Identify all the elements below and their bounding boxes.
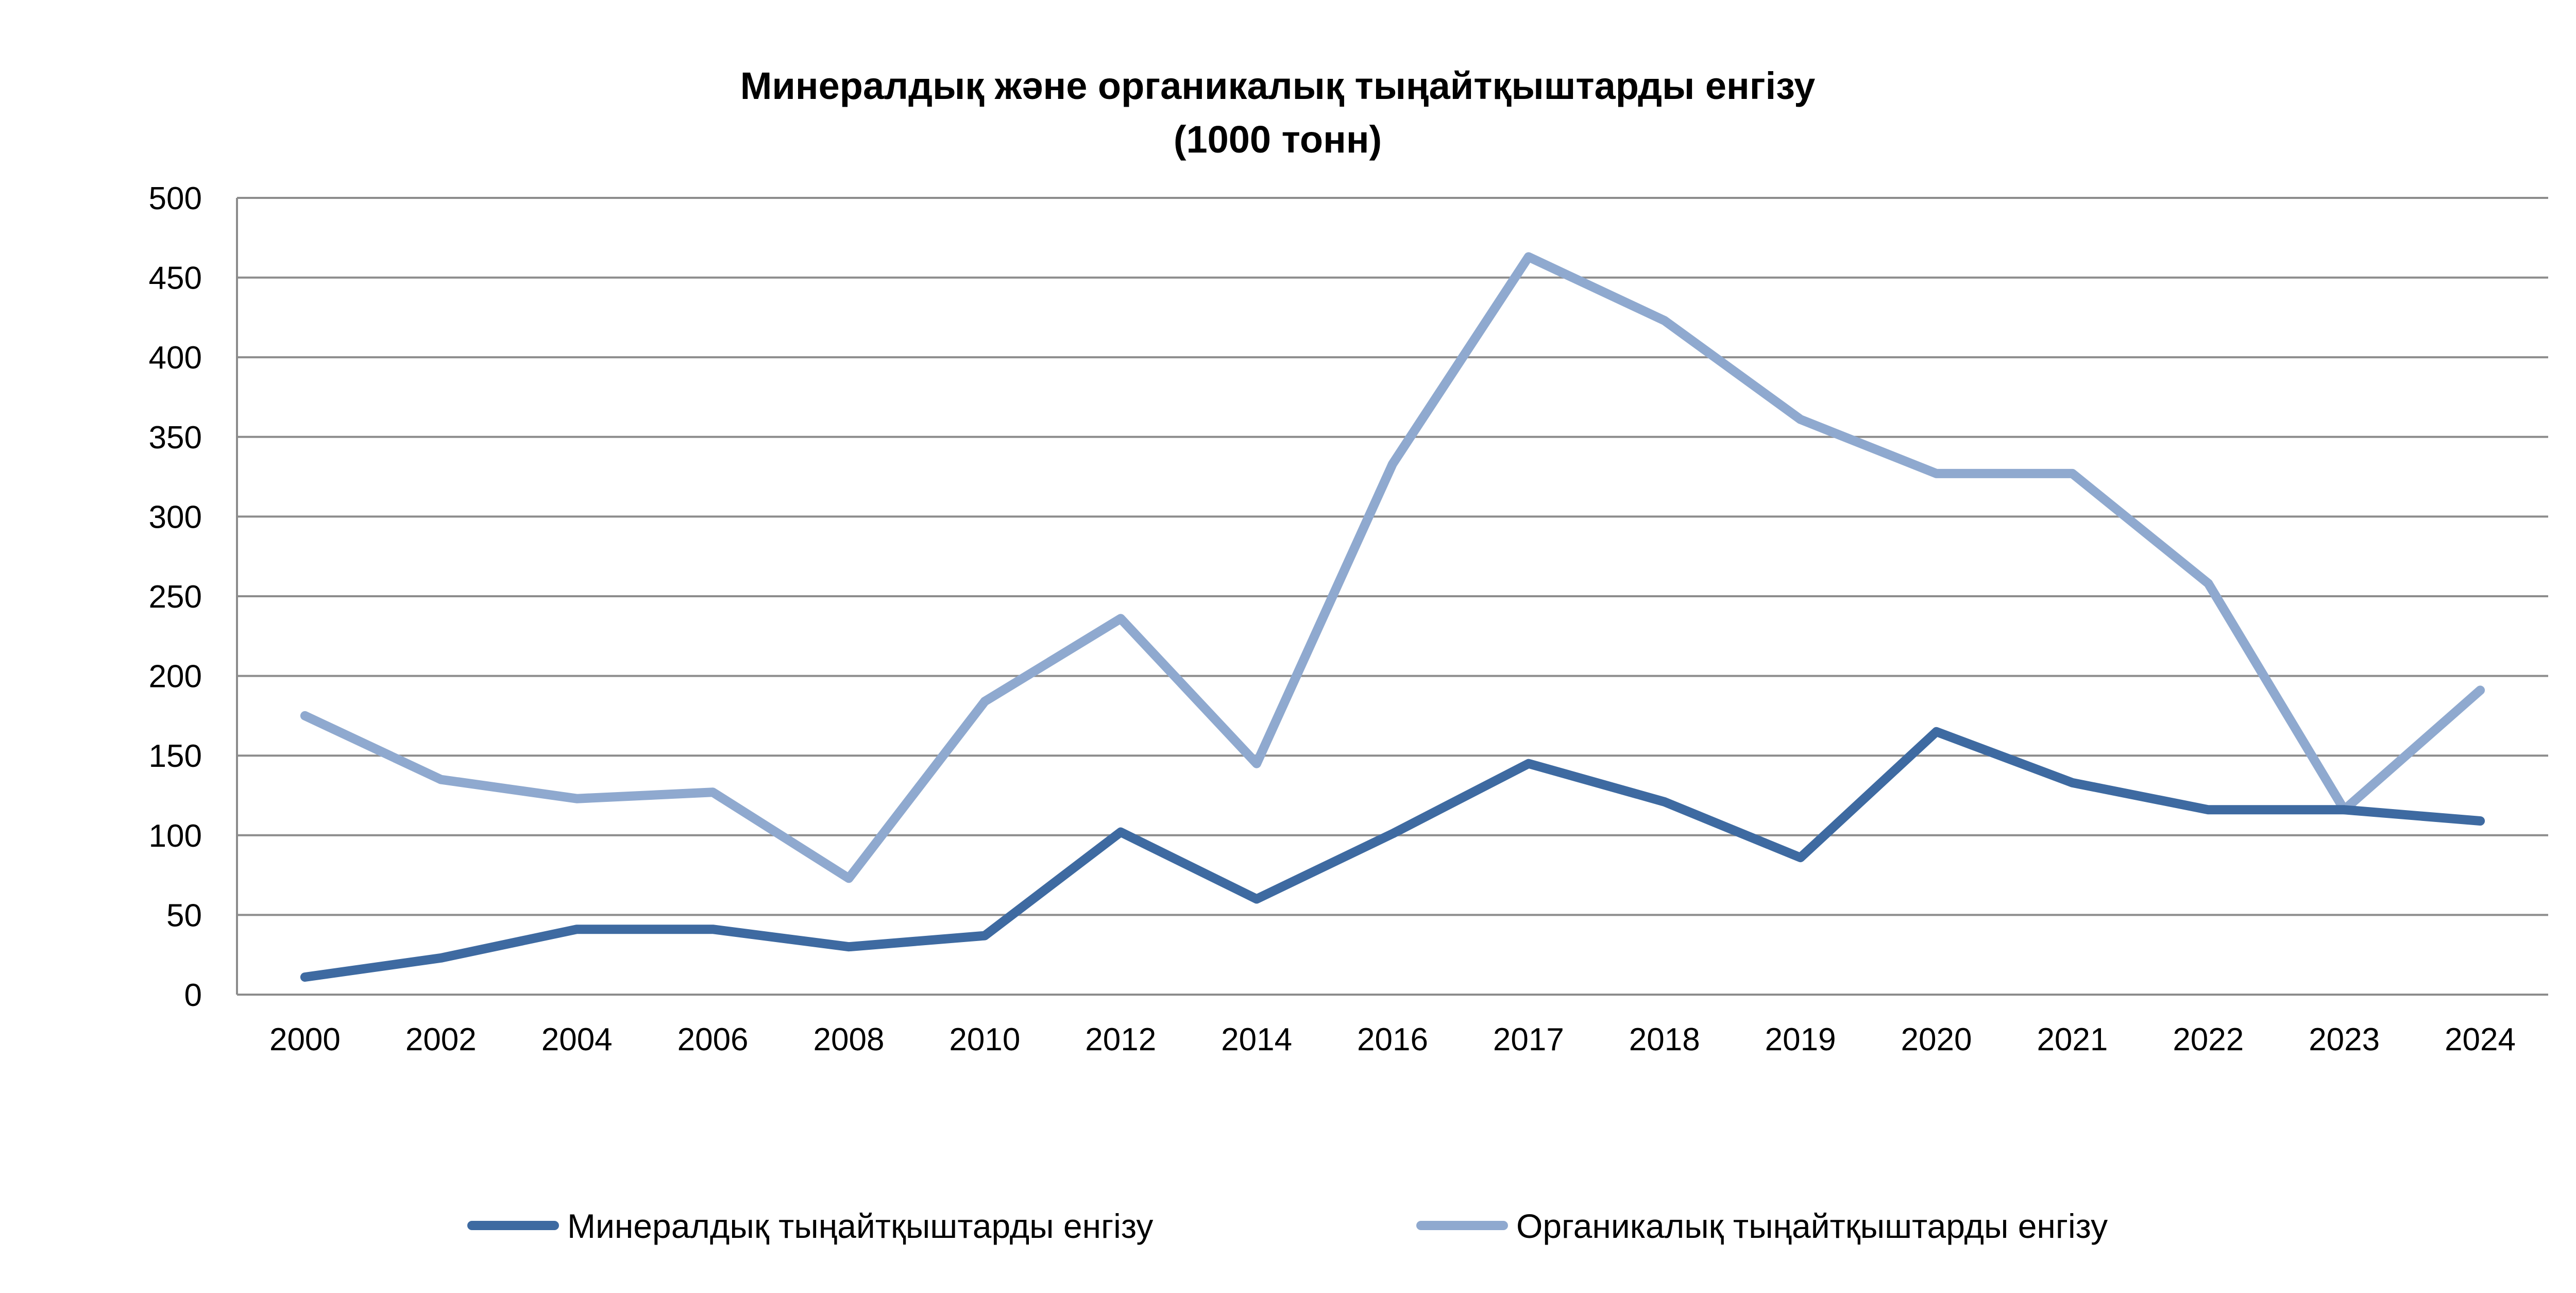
y-tick-label: 200 xyxy=(149,659,202,695)
data-point xyxy=(2480,690,2481,691)
x-tick-label: 2017 xyxy=(1493,1022,1564,1057)
x-tick-label: 2024 xyxy=(2445,1022,2516,1057)
y-tick-label: 150 xyxy=(149,738,202,774)
x-tick-label: 2018 xyxy=(1629,1022,1700,1057)
y-tick-label: 0 xyxy=(184,978,202,1013)
y-tick-label: 50 xyxy=(166,898,202,933)
y-tick-label: 300 xyxy=(149,499,202,535)
y-tick-label: 250 xyxy=(149,579,202,615)
data-point xyxy=(440,957,442,959)
x-tick-label: 2019 xyxy=(1765,1022,1836,1057)
x-tick-label: 2000 xyxy=(269,1022,341,1057)
data-point xyxy=(1664,320,1665,322)
data-point xyxy=(1528,256,1529,258)
data-point xyxy=(848,878,850,879)
legend: Минералдық тыңайтқыштарды енгізу Органика… xyxy=(467,1207,2108,1245)
x-tick-label: 2002 xyxy=(405,1022,477,1057)
data-point xyxy=(1120,831,1122,833)
y-tick-label: 500 xyxy=(149,181,202,216)
data-point xyxy=(1392,463,1393,465)
x-tick-label: 2004 xyxy=(541,1022,613,1057)
x-tick-label: 2010 xyxy=(949,1022,1020,1057)
data-point xyxy=(440,779,442,780)
y-tick-label: 450 xyxy=(149,261,202,296)
y-tick-label: 100 xyxy=(149,818,202,854)
series-line-1 xyxy=(300,252,2485,883)
data-point xyxy=(2344,809,2345,811)
data-point xyxy=(984,701,986,702)
x-tick-label: 2014 xyxy=(1221,1022,1292,1057)
gridlines xyxy=(236,197,2548,996)
x-tick-label: 2012 xyxy=(1085,1022,1156,1057)
x-tick-label: 2021 xyxy=(2037,1022,2108,1057)
data-point xyxy=(1120,618,1122,619)
data-point xyxy=(1936,473,1937,474)
legend-label: Органикалық тыңайтқыштарды енгізу xyxy=(1516,1207,2108,1245)
data-point xyxy=(712,792,714,793)
x-tick-label: 2006 xyxy=(677,1022,749,1057)
data-point xyxy=(2208,583,2209,584)
data-point xyxy=(848,946,850,948)
data-point xyxy=(1800,418,1801,420)
chart-title: Минералдық және органикалық тыңайтқыштар… xyxy=(740,64,1815,107)
x-tick-label: 2020 xyxy=(1901,1022,1972,1057)
x-tick-label: 2023 xyxy=(2309,1022,2380,1057)
x-tick-label: 2008 xyxy=(814,1022,885,1057)
data-point xyxy=(984,935,986,936)
data-series xyxy=(300,252,2485,982)
x-tick-label: 2016 xyxy=(1357,1022,1428,1057)
y-tick-label: 350 xyxy=(149,420,202,456)
data-point xyxy=(2208,809,2209,811)
data-point xyxy=(304,715,306,716)
data-point xyxy=(1936,731,1937,732)
chart-subtitle: (1000 тонн) xyxy=(1174,118,1382,161)
x-axis-tick-labels: 2000 2002 2004 2006 2008 2010 2012 2014 2016 2017… xyxy=(269,1022,2516,1057)
legend-item: Органикалық тыңайтқыштарды енгізу xyxy=(1416,1207,2108,1245)
data-point xyxy=(2072,473,2073,474)
data-point xyxy=(304,976,306,978)
data-point xyxy=(1392,833,1393,834)
data-point xyxy=(576,798,578,799)
data-point xyxy=(576,929,578,930)
data-point xyxy=(1528,763,1529,764)
legend-label: Минералдық тыңайтқыштарды енгізу xyxy=(567,1207,1153,1245)
data-point xyxy=(712,929,714,930)
data-point xyxy=(1800,857,1801,859)
data-point xyxy=(2480,820,2481,821)
data-point xyxy=(2072,782,2073,783)
series-line-0 xyxy=(300,727,2485,982)
data-point xyxy=(1664,801,1665,802)
data-point xyxy=(1256,763,1258,764)
y-axis-tick-labels: 0 50 100 150 200 250 300 350 400 450 500 xyxy=(149,181,202,1013)
y-tick-label: 400 xyxy=(149,340,202,376)
legend-item: Минералдық тыңайтқыштарды енгізу xyxy=(467,1207,1153,1245)
x-tick-label: 2022 xyxy=(2173,1022,2244,1057)
data-point xyxy=(1256,898,1258,900)
